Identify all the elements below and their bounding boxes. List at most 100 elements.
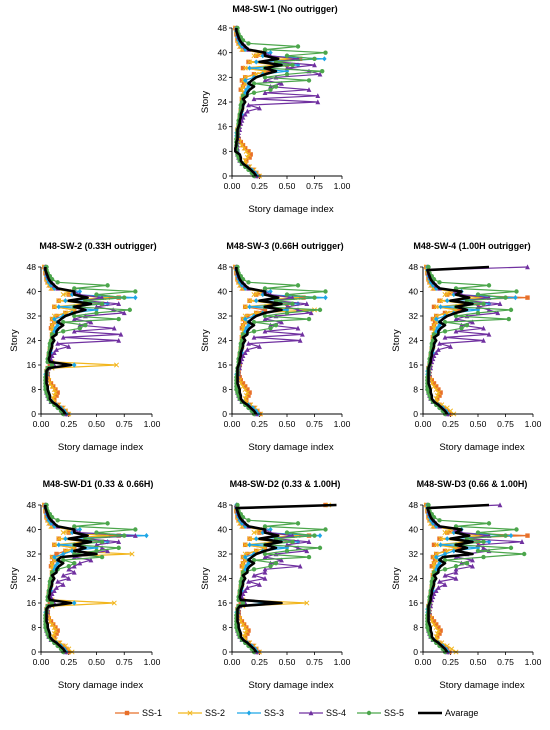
data-point-ss-2	[51, 631, 57, 637]
chart-panel-6: M48-SW-D2 (0.33 & 1.00H) 0 8 16 24 32 40 48 0.00…	[200, 479, 351, 691]
series-line-avarage	[426, 265, 490, 415]
data-point-ss-5	[475, 310, 481, 316]
legend-label: SS-1	[142, 708, 162, 718]
data-point-ss-4	[118, 331, 124, 337]
chart-panel-1: M48-SW-1 (No outrigger) 0 8 16 24 32 40 48 0.00 0…	[200, 4, 351, 215]
data-point-ss-5	[486, 521, 492, 526]
data-point-ss-2	[247, 59, 253, 65]
data-point-ss-4	[470, 563, 475, 569]
data-point-ss-3	[438, 304, 443, 310]
data-point-ss-5	[323, 527, 328, 532]
data-point-ss-5	[246, 518, 251, 523]
data-point-ss-4	[246, 578, 251, 584]
data-point-ss-1	[431, 619, 437, 624]
data-point-ss-3	[56, 542, 61, 548]
y-tick-label: 40	[217, 48, 227, 58]
data-point-ss-1	[435, 396, 440, 401]
data-point-ss-4	[60, 582, 66, 587]
data-point-ss-2	[240, 383, 246, 389]
y-tick-label: 0	[222, 409, 227, 419]
data-point-ss-1	[429, 564, 434, 569]
data-point-ss-3	[61, 551, 66, 557]
data-point-ss-4	[495, 310, 501, 316]
x-tick-label: 1.00	[525, 419, 542, 429]
data-point-ss-3	[268, 526, 273, 533]
data-point-ss-2	[240, 322, 246, 328]
chart-title: M48-SW-D2 (0.33 & 1.00H)	[230, 479, 341, 489]
data-point-ss-1	[51, 622, 56, 627]
chart-title: M48-SW-2 (0.33H outrigger)	[39, 241, 156, 251]
data-point-ss-1	[429, 378, 434, 383]
data-point-ss-5	[122, 533, 127, 538]
x-tick-label: 0.25	[442, 657, 459, 667]
data-point-ss-1	[239, 619, 245, 624]
data-point-ss-3	[243, 77, 248, 84]
data-point-ss-1	[298, 56, 303, 62]
data-point-ss-5	[273, 84, 279, 89]
data-point-ss-5	[481, 539, 486, 544]
data-point-ss-5	[133, 289, 138, 294]
data-point-ss-4	[116, 539, 122, 544]
data-point-ss-1	[243, 634, 248, 639]
data-point-ss-1	[241, 622, 247, 627]
data-point-ss-2	[129, 551, 135, 557]
data-point-ss-5	[122, 295, 127, 300]
data-point-ss-2	[51, 393, 57, 399]
legend-item-ss-4: SS-4	[299, 708, 346, 718]
data-point-ss-1	[247, 390, 252, 395]
data-point-ss-2	[433, 386, 439, 393]
legend-swatch-marker	[187, 710, 193, 716]
data-point-ss-1	[434, 384, 439, 389]
y-tick-label: 0	[413, 409, 418, 419]
data-point-ss-1	[56, 640, 61, 646]
data-point-ss-4	[51, 350, 57, 355]
x-tick-label: 0.25	[251, 419, 268, 429]
data-point-ss-3	[56, 304, 61, 310]
data-point-ss-3	[442, 551, 448, 557]
y-axis-label: Story	[200, 329, 211, 352]
data-point-ss-5	[268, 326, 273, 331]
chart-panel-3: M48-SW-3 (0.66H outrigger) 0 8 16 24 32 40 48 0.…	[200, 241, 351, 453]
data-point-ss-3	[445, 298, 450, 304]
data-point-ss-2	[438, 298, 444, 304]
data-point-ss-1	[244, 396, 249, 401]
data-point-ss-2	[240, 621, 246, 627]
y-axis-label: Story	[200, 567, 211, 590]
series-avarage	[426, 265, 490, 415]
series-avarage	[44, 505, 98, 653]
data-point-ss-3	[72, 600, 77, 606]
y-tick-label: 0	[413, 647, 418, 657]
data-point-ss-4	[297, 337, 303, 343]
data-point-ss-3	[445, 536, 450, 542]
data-point-ss-1	[238, 87, 243, 92]
data-point-ss-2	[244, 390, 250, 396]
data-point-ss-2	[56, 298, 62, 304]
y-tick-label: 48	[26, 500, 36, 510]
data-point-ss-2	[111, 600, 117, 606]
data-point-ss-1	[432, 557, 438, 563]
data-point-ss-1	[55, 390, 60, 395]
data-point-ss-2	[51, 386, 57, 393]
data-point-ss-4	[71, 569, 77, 575]
data-point-ss-1	[525, 533, 530, 538]
data-point-ss-5	[262, 524, 268, 529]
data-point-ss-4	[245, 347, 250, 352]
data-point-ss-2	[251, 53, 257, 59]
data-point-ss-2	[247, 536, 253, 542]
data-point-ss-2	[49, 322, 55, 328]
data-point-ss-3	[52, 554, 57, 560]
y-tick-label: 8	[222, 385, 227, 395]
data-point-ss-2	[434, 393, 440, 399]
data-point-ss-2	[431, 383, 437, 389]
data-point-ss-5	[284, 548, 290, 554]
data-point-ss-1	[240, 381, 246, 386]
data-point-ss-2	[239, 142, 245, 148]
data-point-ss-3	[46, 517, 51, 523]
data-point-ss-5	[464, 322, 470, 328]
data-point-ss-4	[442, 572, 448, 578]
data-point-ss-5	[72, 524, 77, 529]
data-point-ss-5	[94, 548, 99, 554]
data-point-ss-5	[116, 545, 121, 551]
data-point-ss-1	[239, 326, 245, 331]
data-point-ss-4	[295, 545, 301, 551]
